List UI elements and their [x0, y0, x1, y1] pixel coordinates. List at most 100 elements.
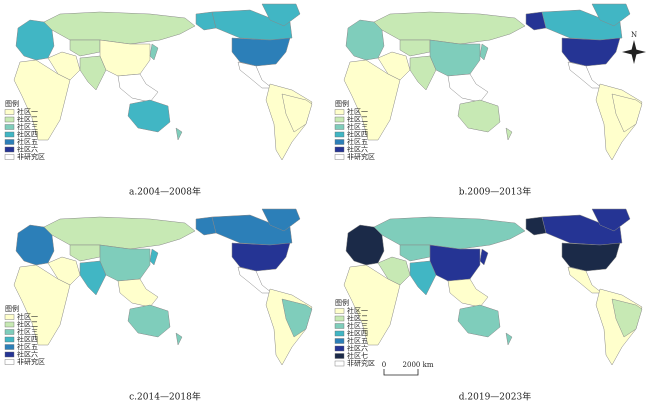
legend-swatch	[334, 124, 345, 130]
legend-label: 社区一	[347, 306, 368, 315]
legend-label: 社区二	[17, 320, 38, 329]
legend-swatch	[4, 124, 15, 130]
legend-swatch	[334, 330, 345, 337]
region	[541, 214, 623, 246]
legend-swatch	[334, 116, 345, 123]
scale-bar: 0 2000 km	[382, 361, 434, 376]
region	[13, 59, 71, 141]
region	[281, 93, 313, 133]
legend-label: 非研究区	[347, 152, 375, 161]
legend-swatch	[334, 338, 345, 344]
legend-label: 社区五	[347, 137, 368, 146]
region	[479, 248, 489, 266]
legend-label: 社区七	[347, 351, 368, 360]
legend-label: 社区四	[347, 329, 368, 338]
region	[69, 39, 101, 57]
legend-label: 社区三	[17, 327, 38, 336]
region	[525, 11, 547, 31]
legend-label: 社区一	[17, 107, 38, 116]
legend-swatch	[4, 359, 15, 365]
legend-label: 社区一	[347, 107, 368, 116]
caption: c.2014—2018年	[129, 391, 201, 403]
legend-label: 社区三	[347, 122, 368, 131]
legend-swatch	[334, 323, 345, 329]
region	[561, 37, 621, 67]
region	[117, 278, 159, 308]
legend-label: 社区六	[347, 344, 368, 353]
legend-label: 社区二	[347, 115, 368, 124]
legend-swatch	[334, 308, 345, 314]
legend-label: 非研究区	[17, 357, 45, 366]
region	[211, 9, 293, 41]
region	[43, 11, 196, 45]
legend-swatch	[334, 109, 345, 115]
legend-label: 社区五	[17, 342, 38, 351]
legend-swatch	[334, 146, 345, 153]
region	[591, 3, 631, 27]
legend-swatch	[334, 345, 345, 352]
region	[231, 37, 291, 67]
legend-swatch	[4, 314, 15, 320]
legend-label: 社区五	[17, 137, 38, 146]
legend-label: 社区五	[347, 336, 368, 345]
legend-swatch	[4, 131, 15, 138]
region	[149, 248, 159, 266]
legend-title: 图例	[335, 99, 349, 108]
region	[237, 266, 273, 294]
legend-swatch	[4, 351, 15, 358]
legend-label: 社区一	[17, 312, 38, 321]
region	[399, 39, 431, 57]
legend-label: 社区四	[17, 130, 38, 139]
region	[195, 216, 217, 236]
region	[15, 19, 55, 61]
legend-label: 社区六	[17, 145, 38, 154]
legend-swatch	[4, 139, 15, 145]
region	[591, 208, 631, 232]
legend-swatch	[334, 360, 345, 367]
legend-label: 社区六	[347, 145, 368, 154]
region	[479, 43, 489, 61]
region	[13, 264, 71, 346]
region	[457, 99, 501, 133]
legend-label: 社区四	[17, 335, 38, 344]
legend-label: 社区二	[347, 314, 368, 323]
legend-swatch	[4, 109, 15, 115]
region	[343, 59, 401, 141]
region	[447, 73, 489, 103]
legend-swatch	[334, 131, 345, 138]
legend-swatch	[334, 353, 345, 359]
caption: d.2019—2023年	[459, 391, 531, 403]
caption: a.2004—2008年	[129, 186, 201, 198]
region	[149, 43, 159, 61]
region	[505, 332, 513, 346]
region	[15, 224, 55, 266]
region	[127, 304, 171, 338]
scale-label: 2000 km	[403, 361, 434, 369]
region	[231, 242, 291, 272]
region	[117, 73, 159, 103]
legend-label: 社区四	[347, 130, 368, 139]
region	[261, 3, 301, 27]
region	[237, 61, 273, 89]
region	[127, 99, 171, 133]
region	[345, 224, 385, 266]
region	[611, 93, 643, 133]
region	[195, 11, 217, 31]
caption: b.2009—2013年	[459, 186, 531, 198]
legend-title: 图例	[5, 304, 19, 313]
region	[447, 278, 489, 308]
legend-swatch	[334, 154, 345, 160]
legend-swatch	[4, 116, 15, 123]
legend-swatch	[4, 154, 15, 160]
region	[99, 39, 151, 77]
legend-swatch	[4, 344, 15, 350]
legend-label: 社区三	[17, 122, 38, 131]
region	[567, 61, 603, 89]
region	[373, 216, 526, 250]
region	[457, 304, 501, 338]
north-label: N	[631, 31, 637, 39]
legend-label: 非研究区	[17, 152, 45, 161]
